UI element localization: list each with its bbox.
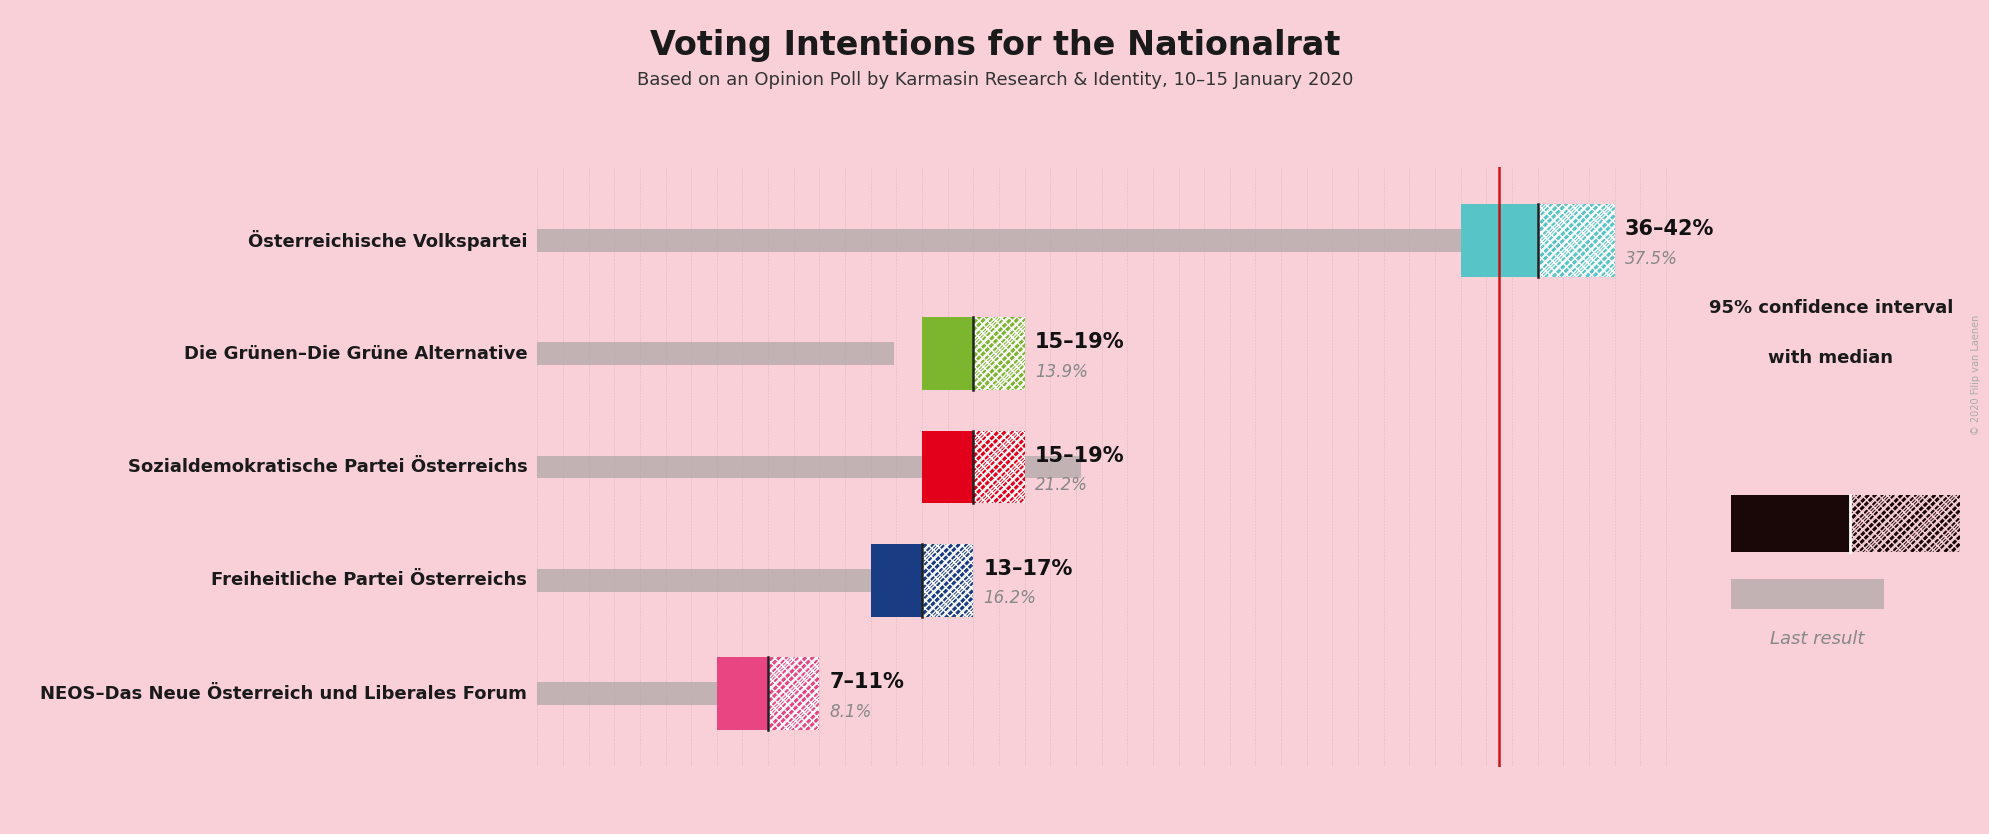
Text: Österreichische Volkspartei: Österreichische Volkspartei — [249, 230, 527, 251]
Text: Freiheitliche Partei Österreichs: Freiheitliche Partei Österreichs — [211, 571, 527, 590]
Bar — [537, 455, 1080, 479]
Text: 7–11%: 7–11% — [829, 672, 905, 692]
Text: 13–17%: 13–17% — [983, 559, 1072, 579]
Bar — [537, 229, 1498, 252]
Text: 15–19%: 15–19% — [1034, 445, 1124, 465]
Bar — [537, 343, 893, 365]
Bar — [973, 431, 1024, 503]
Bar — [768, 657, 819, 730]
Text: 95% confidence interval: 95% confidence interval — [1709, 299, 1951, 317]
Bar — [768, 657, 819, 730]
Bar — [1730, 579, 1882, 609]
Bar — [921, 318, 973, 390]
Text: Voting Intentions for the Nationalrat: Voting Intentions for the Nationalrat — [650, 29, 1339, 63]
Bar — [1537, 204, 1613, 277]
Bar — [973, 318, 1024, 390]
Text: with median: with median — [1768, 349, 1892, 367]
Bar — [1730, 495, 1850, 552]
Text: Last result: Last result — [1768, 630, 1864, 648]
Bar — [1850, 495, 1959, 552]
Bar — [973, 431, 1024, 503]
Text: 15–19%: 15–19% — [1034, 333, 1124, 353]
Text: 36–42%: 36–42% — [1623, 219, 1713, 239]
Bar — [1537, 204, 1613, 277]
Text: 21.2%: 21.2% — [1034, 476, 1088, 495]
Text: Based on an Opinion Poll by Karmasin Research & Identity, 10–15 January 2020: Based on an Opinion Poll by Karmasin Res… — [636, 71, 1353, 89]
Text: 16.2%: 16.2% — [983, 590, 1036, 607]
Bar — [1537, 204, 1613, 277]
Bar — [537, 682, 744, 705]
Bar — [871, 544, 921, 616]
Text: 37.5%: 37.5% — [1623, 249, 1677, 268]
Text: NEOS–Das Neue Österreich und Liberales Forum: NEOS–Das Neue Österreich und Liberales F… — [40, 685, 527, 702]
Text: Die Grünen–Die Grüne Alternative: Die Grünen–Die Grüne Alternative — [183, 344, 527, 363]
Bar — [1460, 204, 1537, 277]
Bar — [1850, 495, 1959, 552]
Bar — [768, 657, 819, 730]
Bar — [1850, 495, 1959, 552]
Text: 13.9%: 13.9% — [1034, 363, 1088, 381]
Text: Sozialdemokratische Partei Österreichs: Sozialdemokratische Partei Österreichs — [127, 458, 527, 476]
Text: 8.1%: 8.1% — [829, 703, 871, 721]
Bar — [921, 544, 973, 616]
Bar — [921, 544, 973, 616]
Bar — [921, 544, 973, 616]
Bar — [973, 318, 1024, 390]
Bar — [921, 431, 973, 503]
Bar — [537, 569, 953, 591]
Bar — [716, 657, 768, 730]
Bar — [973, 431, 1024, 503]
Text: © 2020 Filip van Laenen: © 2020 Filip van Laenen — [1969, 315, 1981, 435]
Bar — [973, 318, 1024, 390]
